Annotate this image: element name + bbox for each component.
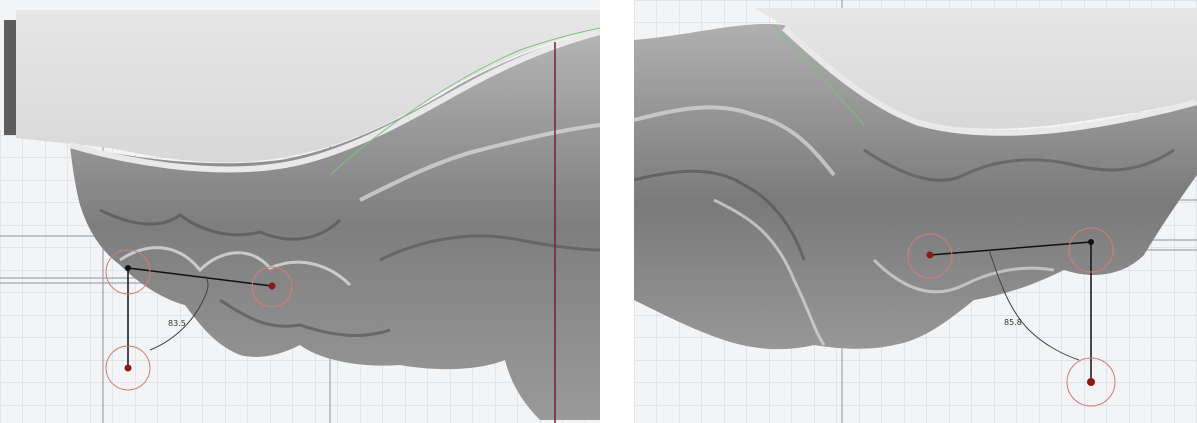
measure-endpoint-handle[interactable] [268,282,276,290]
measure-point-ring [105,345,151,391]
measure-point-ring [1068,227,1114,273]
arch-curve-guide [329,27,600,176]
measure-point-ring [1066,357,1116,407]
arch-curve-guide [773,24,865,126]
measure-point-ring [251,266,293,308]
arch-gingival-rim [781,25,1197,136]
measure-line-horizontal [127,267,273,287]
measure-vertex-point[interactable] [1088,239,1094,245]
tooth-cusp-ridge [99,208,342,241]
measure-endpoint-handle[interactable] [124,364,132,372]
measure-endpoint-handle[interactable] [1087,378,1095,386]
left-viewport-canvas: 83.5 [0,0,600,423]
measure-endpoint-handle[interactable] [926,251,934,259]
arch-gingival-rim [69,29,600,173]
angle-arc [988,249,1080,361]
right-3d-viewport[interactable]: 85.8 [634,0,1197,423]
tooth-cusp-ridge [863,148,1175,182]
tooth-contour [634,169,806,261]
angle-value-label: 83.5 [168,319,186,328]
right-viewport-canvas: 85.8 [634,0,1197,423]
tooth-surface-highlight [359,123,600,202]
angle-arc [149,275,209,351]
tooth-surface-shadow [379,234,600,262]
measure-point-ring [907,233,953,279]
viewport-edge-handle [4,20,16,135]
tooth-surface-highlight [634,105,836,177]
tooth-contour [219,298,391,337]
tooth-cusp-highlight [713,198,826,346]
measure-line-horizontal [929,241,1092,256]
dental-arch-model [634,23,1197,350]
base-plate [16,10,600,163]
tooth-cusp-highlight [872,258,1055,294]
measure-vertex-point[interactable] [125,265,131,271]
angle-value-label: 85.8 [1004,318,1022,327]
measure-point-ring [105,249,151,295]
angle-measurement[interactable]: 85.8 [907,227,1116,407]
left-3d-viewport[interactable]: 83.5 [0,0,600,423]
angle-measurement[interactable]: 83.5 [105,249,293,391]
tooth-cusp-highlight [119,246,352,287]
base-plate [754,8,1197,129]
